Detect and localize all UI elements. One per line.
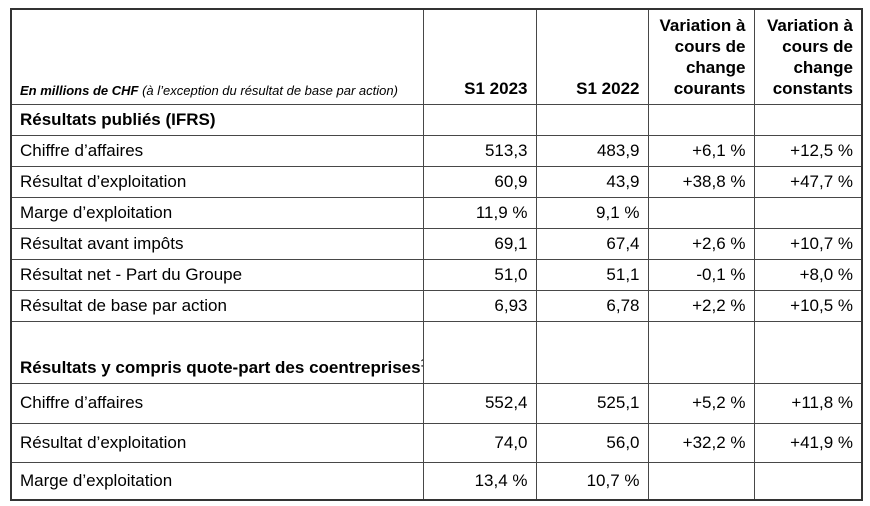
table-row: Résultat net - Part du Groupe 51,0 51,1 … xyxy=(10,258,863,291)
header-line: change xyxy=(685,57,746,77)
value-s1-2023: 513,3 xyxy=(422,134,537,167)
table-row: Chiffre d’affaires 552,4 525,1 +5,2 % +1… xyxy=(10,382,863,424)
empty-cell xyxy=(753,320,863,384)
unit-label-bold: En millions de CHF xyxy=(20,82,139,98)
value-variation-courants xyxy=(647,196,755,229)
section-title-row-coentreprises: Résultats y compris quote-part des coent… xyxy=(10,320,863,384)
value-variation-constants: +10,5 % xyxy=(753,289,863,322)
value-variation-courants: +38,8 % xyxy=(647,165,755,198)
value-variation-courants: +5,2 % xyxy=(647,382,755,424)
value-s1-2023: 552,4 xyxy=(422,382,537,424)
header-line: Variation à xyxy=(767,15,853,35)
empty-cell xyxy=(422,103,537,136)
value-s1-2023: 60,9 xyxy=(422,165,537,198)
value-variation-constants: +8,0 % xyxy=(753,258,863,291)
value-variation-courants: +2,6 % xyxy=(647,227,755,260)
col-header-variation-constants: Variation à cours de change constants xyxy=(753,8,863,105)
table-row: Résultat d’exploitation 60,9 43,9 +38,8 … xyxy=(10,165,863,198)
table-row: Chiffre d’affaires 513,3 483,9 +6,1 % +1… xyxy=(10,134,863,167)
header-line: cours de xyxy=(674,36,746,56)
header-line: constants xyxy=(772,78,853,98)
unit-label-cell: En millions de CHF (à l’exception du rés… xyxy=(10,8,424,105)
section-title-ifrs: Résultats publiés (IFRS) xyxy=(10,103,424,136)
header-line: cours de xyxy=(782,36,853,56)
value-s1-2023: 13,4 % xyxy=(422,461,537,501)
row-label: Résultat de base par action xyxy=(10,289,424,322)
value-s1-2022: 6,78 xyxy=(535,289,649,322)
value-s1-2022: 51,1 xyxy=(535,258,649,291)
header-line: courants xyxy=(673,78,746,98)
row-label: Chiffre d’affaires xyxy=(10,382,424,424)
value-variation-courants: +32,2 % xyxy=(647,422,755,463)
value-variation-courants xyxy=(647,461,755,501)
empty-cell xyxy=(422,320,537,384)
row-label: Marge d’exploitation xyxy=(10,196,424,229)
empty-cell xyxy=(753,103,863,136)
value-variation-courants: -0,1 % xyxy=(647,258,755,291)
value-s1-2022: 56,0 xyxy=(535,422,649,463)
value-variation-constants: +11,8 % xyxy=(753,382,863,424)
value-s1-2023: 69,1 xyxy=(422,227,537,260)
unit-label-note: (à l’exception du résultat de base par a… xyxy=(138,82,398,98)
table-row: Marge d’exploitation 13,4 % 10,7 % xyxy=(10,461,863,501)
table-header-row: En millions de CHF (à l’exception du rés… xyxy=(10,8,863,105)
header-line: change xyxy=(793,57,853,77)
row-label: Marge d’exploitation xyxy=(10,461,424,501)
value-s1-2023: 11,9 % xyxy=(422,196,537,229)
value-variation-courants: +2,2 % xyxy=(647,289,755,322)
value-variation-constants xyxy=(753,196,863,229)
value-variation-constants: +10,7 % xyxy=(753,227,863,260)
value-s1-2023: 51,0 xyxy=(422,258,537,291)
value-variation-constants xyxy=(753,461,863,501)
value-variation-constants: +12,5 % xyxy=(753,134,863,167)
value-s1-2023: 6,93 xyxy=(422,289,537,322)
value-s1-2022: 10,7 % xyxy=(535,461,649,501)
table-row: Résultat de base par action 6,93 6,78 +2… xyxy=(10,289,863,322)
empty-cell xyxy=(535,320,649,384)
table-row: Marge d’exploitation 11,9 % 9,1 % xyxy=(10,196,863,229)
value-s1-2022: 67,4 xyxy=(535,227,649,260)
section-title-row-ifrs: Résultats publiés (IFRS) xyxy=(10,103,863,136)
value-variation-constants: +47,7 % xyxy=(753,165,863,198)
value-variation-constants: +41,9 % xyxy=(753,422,863,463)
section-title-coentreprises: Résultats y compris quote-part des coent… xyxy=(10,320,424,384)
table-row: Résultat d’exploitation 74,0 56,0 +32,2 … xyxy=(10,422,863,463)
col-header-s1-2022: S1 2022 xyxy=(535,8,649,105)
table-row: Résultat avant impôts 69,1 67,4 +2,6 % +… xyxy=(10,227,863,260)
empty-cell xyxy=(647,320,755,384)
value-s1-2022: 483,9 xyxy=(535,134,649,167)
section-title-text: Résultats y compris quote-part des coent… xyxy=(20,357,421,377)
row-label: Chiffre d’affaires xyxy=(10,134,424,167)
header-line: Variation à xyxy=(659,15,746,35)
value-variation-courants: +6,1 % xyxy=(647,134,755,167)
value-s1-2022: 9,1 % xyxy=(535,196,649,229)
footnote-marker: 1) xyxy=(421,357,422,369)
empty-cell xyxy=(535,103,649,136)
empty-cell xyxy=(647,103,755,136)
row-label: Résultat net - Part du Groupe xyxy=(10,258,424,291)
row-label: Résultat d’exploitation xyxy=(10,165,424,198)
value-s1-2022: 525,1 xyxy=(535,382,649,424)
value-s1-2023: 74,0 xyxy=(422,422,537,463)
col-header-variation-courants: Variation à cours de change courants xyxy=(647,8,755,105)
row-label: Résultat avant impôts xyxy=(10,227,424,260)
col-header-s1-2023: S1 2023 xyxy=(422,8,537,105)
financial-results-table: En millions de CHF (à l’exception du rés… xyxy=(10,8,863,501)
value-s1-2022: 43,9 xyxy=(535,165,649,198)
row-label: Résultat d’exploitation xyxy=(10,422,424,463)
